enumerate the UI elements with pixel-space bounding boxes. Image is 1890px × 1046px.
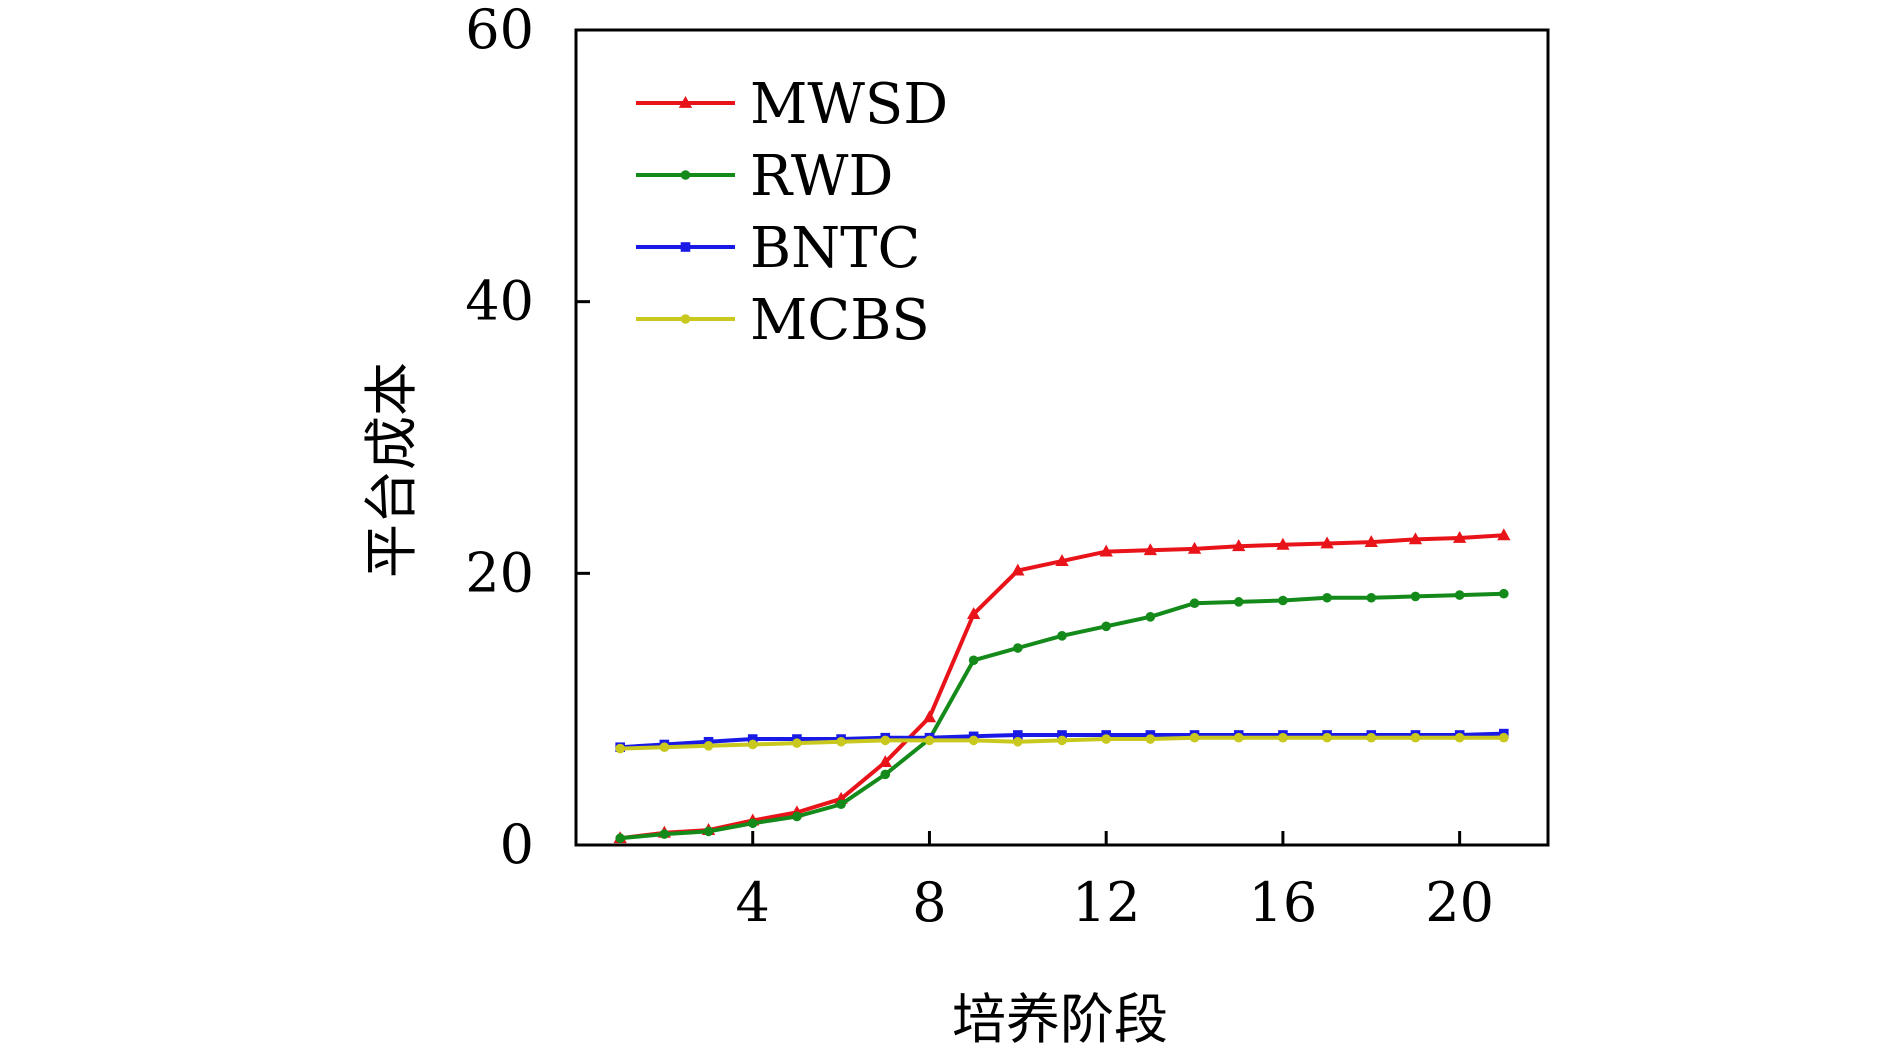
data-point [1057,730,1067,740]
data-point [615,743,625,754]
data-point [1233,597,1244,607]
data-point [880,769,891,780]
data-point [703,741,714,751]
data-point [1101,734,1111,744]
x-tick-label: 8 [912,871,946,934]
data-point [880,735,891,746]
x-tick-label: 20 [1425,871,1494,934]
data-point [1499,732,1509,743]
data-point [659,742,670,752]
data-point [1408,532,1423,545]
plot-border [574,28,1550,847]
data-point [1143,543,1158,556]
legend-label: BNTC [750,216,920,281]
legend-item-rwd: RWD [636,144,893,209]
data-point [659,829,670,839]
y-tick-label: 20 [465,541,534,604]
legend-label: MCBS [750,288,930,353]
legend-item-bntc: BNTC [636,216,920,281]
data-point [1410,732,1421,743]
data-point [1189,732,1200,743]
data-point [1366,732,1377,743]
legend-label: MWSD [750,72,948,137]
data-point [1410,591,1421,602]
data-point [1454,732,1465,743]
data-point [1101,621,1111,632]
legend-item-mwsd: MWSD [636,72,948,137]
legend-marker [680,314,691,324]
data-point [1013,643,1023,653]
data-point [1057,735,1067,746]
data-point [836,736,846,747]
data-point [747,818,758,829]
x-tick-label: 12 [1072,871,1141,934]
data-point [1497,528,1511,541]
data-point [1320,536,1334,549]
data-point [1233,732,1244,743]
data-point [747,739,758,750]
data-point [1145,612,1156,622]
data-point [968,735,979,746]
data-point [1013,730,1023,740]
data-point [1322,592,1332,603]
series-line [620,591,1504,841]
data-point [924,735,935,746]
legend-label: RWD [750,144,893,209]
data-point [1013,736,1023,747]
data-point [615,833,625,844]
series-layer [613,528,1511,844]
series-mcbs [615,732,1509,754]
data-point [1187,541,1202,554]
data-point [878,755,892,768]
x-tick-label: 16 [1249,871,1318,934]
data-point [1499,588,1509,599]
y-tick-label: 0 [500,813,534,876]
data-point [1099,544,1113,557]
data-point [1189,598,1200,609]
data-point [1278,595,1288,606]
series-mwsd [613,528,1511,844]
data-point [836,799,846,810]
data-point [1454,590,1465,600]
legend-item-mcbs: MCBS [636,288,930,353]
data-point [1366,592,1377,603]
y-axis-title: 平台成本 [360,362,423,578]
data-point [1057,631,1067,641]
data-point [1452,531,1467,543]
legend-marker [680,170,691,180]
y-tick-label: 40 [465,270,534,333]
data-point [922,710,937,723]
data-point [1278,732,1288,743]
data-point [1055,554,1069,567]
data-point [1322,732,1332,743]
data-point [968,655,979,666]
x-axis-title: 培养阶段 [952,988,1168,1046]
data-point [1232,539,1246,552]
data-point [747,734,758,744]
data-point [792,738,802,748]
y-tick-label: 60 [465,0,534,61]
legend-marker [680,242,691,252]
legend: MWSD RWD BNTC MCBS [636,72,948,353]
series-rwd [615,588,1509,844]
axes: 0 20 40 60 4 8 12 16 20 [465,0,1494,934]
data-point [1364,535,1378,547]
series-line [619,533,1504,841]
data-point [1276,537,1290,550]
plot-frame [574,28,1550,847]
x-tick-label: 4 [736,871,770,934]
data-point [792,811,802,822]
legend-marker [678,96,693,108]
data-point [703,826,714,837]
data-point [1145,734,1156,744]
data-point [966,607,981,619]
data-point [1011,563,1025,576]
